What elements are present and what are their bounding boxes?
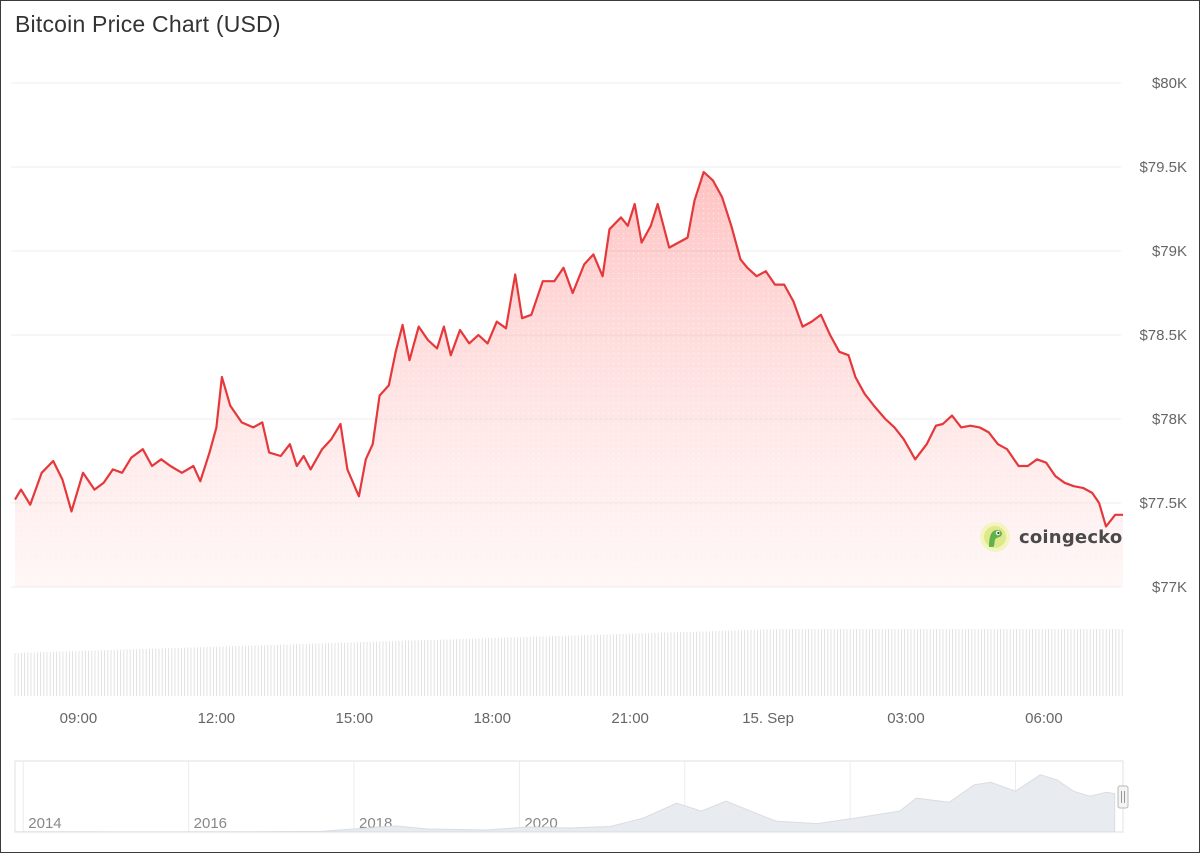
y-tick-label: $80K (1152, 75, 1187, 92)
y-tick-label: $79K (1152, 243, 1187, 260)
y-axis: $77K $77.5K $78K $78.5K $79K $79.5K $80K (1139, 75, 1187, 596)
y-tick-label: $77.5K (1139, 495, 1187, 512)
price-area (15, 172, 1123, 587)
x-tick-label: 18:00 (473, 710, 511, 727)
x-tick-label: 15:00 (336, 710, 374, 727)
x-tick-label: 03:00 (887, 710, 925, 727)
brand-name: coingecko (1019, 526, 1123, 548)
y-tick-label: $77K (1152, 579, 1187, 596)
navigator-range-handle[interactable] (1117, 785, 1129, 809)
x-tick-label: 21:00 (611, 710, 649, 727)
x-tick-label: 12:00 (198, 710, 236, 727)
price-area-dots (15, 172, 1123, 587)
x-tick-label: 15. Sep (742, 710, 794, 727)
x-axis: 09:00 12:00 15:00 18:00 21:00 15. Sep 03:00 06:… (60, 710, 1063, 727)
volume-bars (14, 629, 1123, 696)
navigator-tick-label: 2016 (194, 815, 227, 832)
x-tick-label: 06:00 (1025, 710, 1063, 727)
coingecko-logo: coingecko (979, 521, 1122, 553)
price-line (14, 170, 1123, 528)
y-tick-label: $78.5K (1139, 327, 1187, 344)
price-series-line (14, 170, 1123, 528)
navigator-area (14, 774, 1116, 833)
chart-title: Bitcoin Price Chart (USD) (15, 11, 281, 37)
y-tick-label: $79.5K (1139, 159, 1187, 176)
x-tick-label: 09:00 (60, 710, 98, 727)
gecko-icon (980, 522, 1010, 552)
navigator-tick-label: 2014 (28, 815, 61, 832)
y-tick-label: $78K (1152, 411, 1187, 428)
navigator: 2014201620182020202220242026 (14, 760, 1129, 833)
